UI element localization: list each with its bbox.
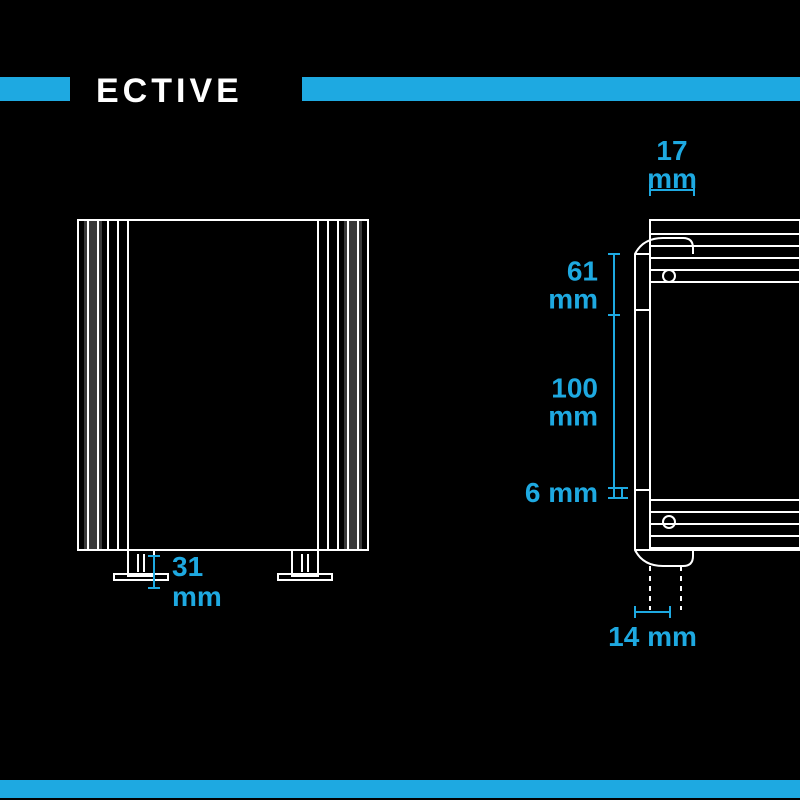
footer-bar	[0, 780, 800, 798]
dim-31-unit: mm	[172, 581, 222, 612]
header-bar-right	[560, 77, 800, 101]
dim-17-unit: mm	[647, 163, 697, 194]
technical-drawing: ECTIVE31mm17mm61mm100mm6 mm14 mm	[0, 0, 800, 800]
dim-100-value: 100	[551, 373, 598, 404]
dim-31-value: 31	[172, 551, 203, 582]
front-view	[78, 220, 368, 580]
dim-61-value: 61	[567, 256, 598, 287]
dim-6: 6 mm	[525, 477, 598, 508]
dim-14: 14 mm	[608, 621, 697, 652]
dim-17-value: 17	[656, 135, 687, 166]
dim-100-unit: mm	[548, 401, 598, 432]
brand-logo: ECTIVE	[96, 72, 243, 110]
dim-61-unit: mm	[548, 284, 598, 315]
